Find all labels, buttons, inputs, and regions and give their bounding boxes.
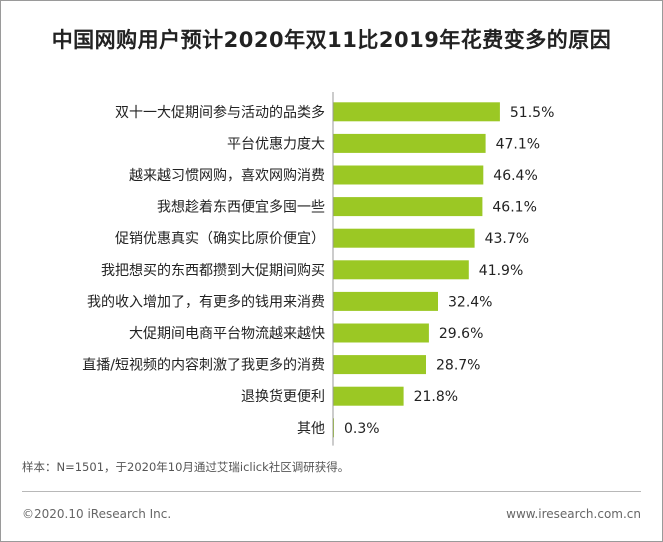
bar-1 <box>333 133 486 153</box>
category-label: 越来越习惯网购，喜欢网购消费 <box>129 167 325 184</box>
category-label: 双十一大促期间参与活动的品类多 <box>115 104 325 121</box>
bar-8 <box>333 355 426 375</box>
website-link[interactable]: www.iresearch.com.cn <box>506 507 641 521</box>
value-label: 29.6% <box>439 326 483 342</box>
value-label: 46.4% <box>493 168 537 184</box>
copyright-text: ©2020.10 iResearch Inc. <box>22 507 172 521</box>
category-label: 退换货更便利 <box>241 388 325 405</box>
value-label: 41.9% <box>479 263 523 279</box>
footer-divider <box>22 491 641 492</box>
bar-2 <box>333 165 484 185</box>
value-label: 43.7% <box>485 231 529 247</box>
category-label: 我的收入增加了，有更多的钱用来消费 <box>87 293 325 310</box>
bar-4 <box>333 228 475 248</box>
value-label: 28.7% <box>436 358 480 374</box>
bar-5 <box>333 260 469 280</box>
value-label: 21.8% <box>414 389 458 405</box>
chart-title: 中国网购用户预计2020年双11比2019年花费变多的原因 <box>51 28 612 52</box>
bar-6 <box>333 291 438 311</box>
value-label: 32.4% <box>448 294 492 310</box>
bar-3 <box>333 197 483 217</box>
value-label: 46.1% <box>492 200 536 216</box>
source-note: 样本：N=1501，于2020年10月通过艾瑞iclick社区调研获得。 <box>22 460 350 474</box>
bar-9 <box>333 386 404 406</box>
bar-0 <box>333 102 500 122</box>
category-label: 平台优惠力度大 <box>227 136 325 152</box>
category-label: 大促期间电商平台物流越来越快 <box>129 326 325 342</box>
value-label: 0.3% <box>344 421 380 437</box>
value-label: 51.5% <box>510 105 554 121</box>
category-label: 促销优惠真实（确实比原价便宜） <box>115 231 325 247</box>
category-label: 其他 <box>297 421 325 437</box>
bar-7 <box>333 323 429 343</box>
category-label: 我想趁着东西便宜多囤一些 <box>157 199 325 216</box>
value-label: 47.1% <box>496 136 540 152</box>
category-label: 我把想买的东西都攒到大促期间购买 <box>101 263 325 279</box>
category-label: 直播/短视频的内容刺激了我更多的消费 <box>82 357 325 374</box>
